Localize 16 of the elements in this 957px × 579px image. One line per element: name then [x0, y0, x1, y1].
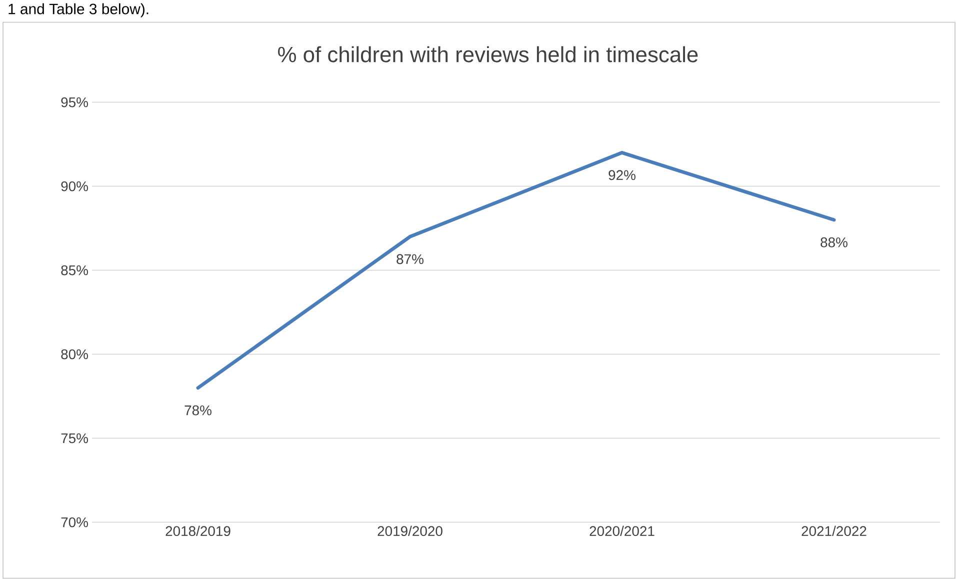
data-label: 92%: [608, 170, 636, 180]
x-tick-label: 2019/2020: [378, 526, 442, 536]
data-label: 78%: [184, 405, 212, 416]
data-label: 87%: [396, 254, 424, 264]
y-tick-label: 85%: [61, 265, 88, 276]
x-tick-label: 2021/2022: [802, 526, 866, 536]
x-tick-label: 2018/2019: [166, 526, 230, 536]
text: 1 and Table 3 below).: [8, 3, 148, 18]
data-label: 88%: [820, 237, 848, 248]
y-tick-label: 80%: [61, 349, 88, 360]
y-tick-label: 95%: [61, 97, 88, 108]
y-tick-label: 70%: [61, 517, 88, 528]
y-tick-label: 90%: [61, 181, 88, 192]
y-tick-label: 75%: [61, 433, 88, 444]
x-tick-label: 2020/2021: [590, 526, 654, 536]
chart-title: % of children with reviews held in timescale: [278, 46, 698, 62]
